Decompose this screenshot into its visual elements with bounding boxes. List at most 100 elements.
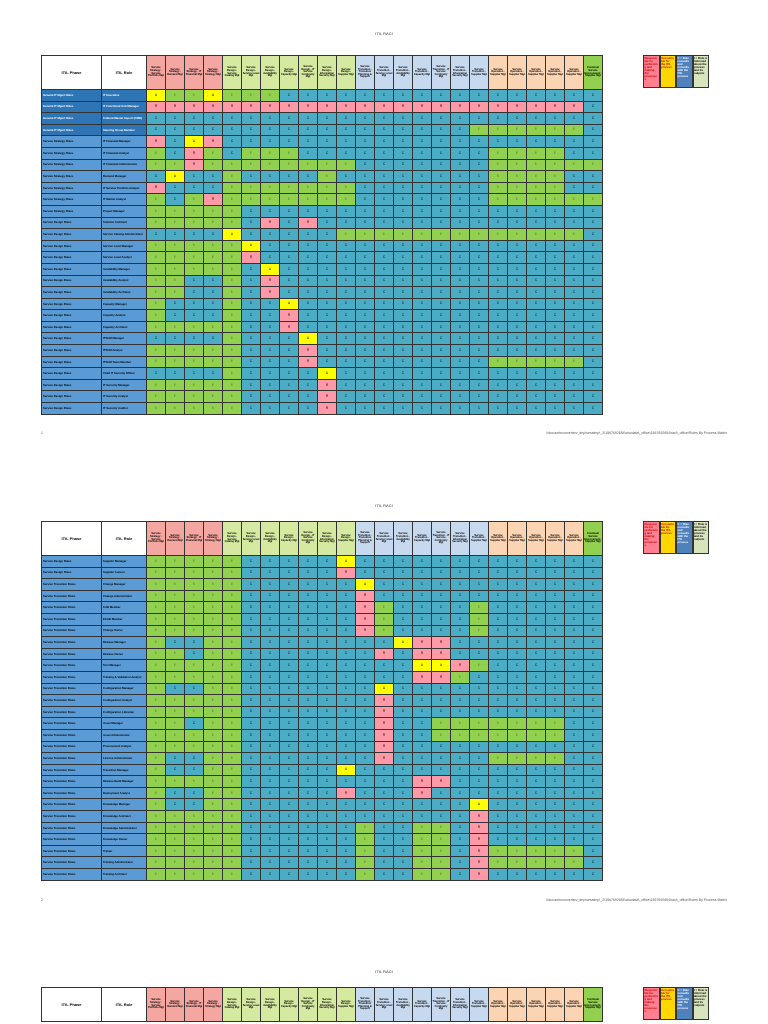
- phase-cell: Service Design Roles: [41, 239, 102, 253]
- raci-cell: I: [203, 705, 223, 719]
- raci-cell: C: [488, 239, 508, 253]
- table-row: Service Transition Roles Training & Valid…: [41, 670, 603, 684]
- raci-cell: C: [583, 647, 603, 661]
- raci-cell: C: [526, 309, 546, 322]
- raci-cell: C: [241, 262, 261, 276]
- phase-cell: Service Transition Roles: [41, 844, 102, 858]
- raci-cell: I: [222, 286, 242, 299]
- raci-cell: I: [317, 181, 337, 195]
- raci-cell: C: [393, 659, 413, 672]
- raci-cell: C: [355, 320, 375, 334]
- raci-cell: I: [222, 670, 242, 684]
- legend-item-r: Responsible for performing and making th…: [643, 521, 660, 554]
- raci-cell: C: [317, 717, 337, 730]
- raci-cell: R: [431, 636, 451, 649]
- role-cell: Service Catalog Administrator: [101, 228, 147, 241]
- raci-cell: C: [336, 624, 356, 638]
- raci-cell: I: [184, 566, 204, 580]
- raci-cell: C: [545, 589, 565, 603]
- raci-cell: C: [355, 112, 375, 125]
- raci-cell: C: [412, 286, 432, 299]
- raci-cell: C: [241, 705, 261, 719]
- raci-cell: C: [336, 694, 356, 707]
- raci-cell: C: [450, 833, 470, 846]
- role-cell: Steering Group Member: [101, 123, 147, 137]
- raci-cell: I: [222, 181, 242, 195]
- raci-cell: C: [355, 682, 375, 696]
- raci-cell: I: [146, 286, 166, 299]
- raci-cell: C: [374, 344, 394, 357]
- raci-cell: I: [526, 717, 546, 730]
- process-column-header: Service Transition - Service Level Mgt: [374, 55, 394, 90]
- raci-cell: C: [469, 204, 489, 218]
- raci-cell: C: [488, 810, 508, 823]
- raci-cell: C: [412, 694, 432, 707]
- raci-cell: I: [203, 856, 223, 870]
- raci-cell: I: [203, 647, 223, 661]
- raci-cell: I: [412, 228, 432, 241]
- raci-cell: C: [583, 798, 603, 812]
- raci-cell: C: [241, 578, 261, 591]
- phase-cell: Service Transition Roles: [41, 775, 102, 788]
- raci-cell: C: [241, 810, 261, 823]
- raci-cell: C: [450, 251, 470, 264]
- raci-cell: I: [488, 752, 508, 765]
- raci-cell: C: [545, 320, 565, 334]
- raci-cell: C: [507, 89, 527, 102]
- raci-cell: C: [545, 89, 565, 102]
- raci-cell: C: [279, 844, 299, 858]
- process-column-header: Service Design - Capacity Mgt: [279, 521, 299, 556]
- raci-cell: C: [241, 868, 261, 881]
- raci-cell: C: [545, 402, 565, 415]
- raci-cell: I: [241, 89, 261, 102]
- table-row: Service Design Roles Service Level Manage…: [41, 239, 603, 253]
- raci-cell: C: [393, 775, 413, 788]
- raci-cell: C: [507, 367, 527, 380]
- raci-cell: C: [488, 786, 508, 800]
- role-header: ITIL Role: [101, 521, 147, 556]
- raci-cell: C: [317, 309, 337, 322]
- role-cell: IT Executive: [101, 89, 147, 102]
- raci-cell: C: [203, 123, 223, 137]
- process-column-header: Service Transition - Capacity Mgt: [412, 55, 432, 90]
- raci-cell: C: [317, 566, 337, 580]
- raci-cell: C: [450, 146, 470, 160]
- raci-cell: C: [526, 775, 546, 788]
- raci-cell: I: [507, 158, 527, 172]
- raci-cell: A: [431, 659, 451, 672]
- legend-item-i: I = Role is informed about the process a…: [692, 521, 709, 554]
- legend-item-i: I = Role is informed about the process a…: [692, 987, 709, 1020]
- raci-cell: C: [317, 636, 337, 649]
- raci-cell: C: [545, 624, 565, 638]
- phase-cell: Service Design Roles: [41, 286, 102, 299]
- raci-cell: C: [507, 378, 527, 392]
- role-cell: IT Financial Manager: [101, 135, 147, 148]
- raci-cell: A: [165, 170, 185, 183]
- raci-cell: C: [507, 566, 527, 580]
- raci-cell: C: [431, 204, 451, 218]
- raci-cell: C: [412, 158, 432, 172]
- raci-cell: C: [431, 390, 451, 404]
- table-row: Service Transition Roles Asset Administra…: [41, 728, 603, 742]
- raci-cell: C: [583, 694, 603, 707]
- raci-cell: C: [336, 856, 356, 870]
- raci-cell: C: [564, 320, 584, 334]
- raci-cell: I: [222, 624, 242, 638]
- raci-cell: C: [583, 856, 603, 870]
- phase-cell: Service Design Roles: [41, 402, 102, 415]
- raci-cell: I: [203, 402, 223, 415]
- raci-cell: C: [260, 682, 280, 696]
- raci-cell: I: [165, 717, 185, 730]
- table-row: Service Design Roles IT Security Analyst I…: [41, 390, 603, 404]
- raci-cell: I: [355, 833, 375, 846]
- role-cell: Capacity Architect: [101, 320, 147, 334]
- raci-cell: I: [260, 158, 280, 172]
- raci-cell: C: [526, 682, 546, 696]
- raci-cell: C: [241, 355, 261, 369]
- raci-cell: C: [165, 181, 185, 195]
- legend-item-i: I = Role is informed about the process a…: [692, 55, 709, 88]
- raci-cell: R: [469, 821, 489, 835]
- phase-cell: Service Strategy Roles: [41, 158, 102, 172]
- raci-cell: C: [488, 763, 508, 777]
- raci-cell: C: [241, 286, 261, 299]
